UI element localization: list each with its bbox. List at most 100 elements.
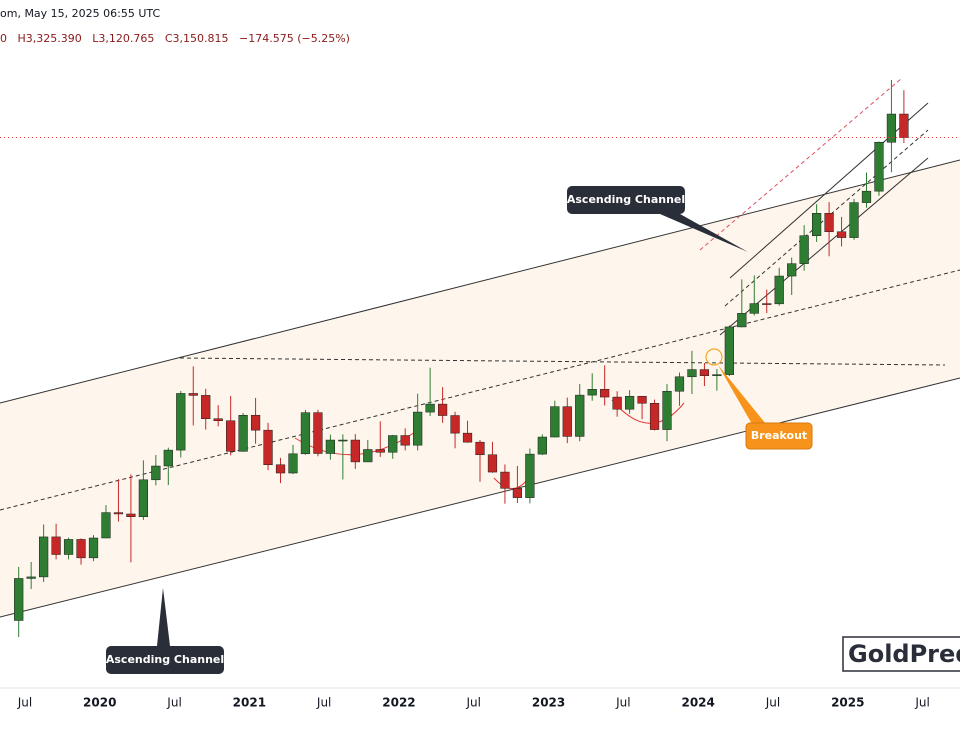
x-tick-label: 2023 [532, 696, 565, 710]
x-tick-label: 2024 [681, 696, 714, 710]
candle-body [849, 202, 859, 238]
candle-body [674, 376, 685, 392]
candle-body [487, 454, 498, 473]
candle-body [313, 412, 323, 454]
candles [0, 79, 960, 638]
candle-body [413, 411, 423, 446]
candle-body [363, 449, 373, 463]
candle-body [288, 453, 298, 474]
candle-body [275, 464, 286, 474]
candle-body [113, 512, 124, 515]
candle-body [637, 395, 647, 404]
callout-box [106, 646, 224, 674]
annotation: Ascending Channel [567, 193, 685, 206]
resistance-line [179, 357, 946, 366]
candle-body [537, 436, 547, 455]
candle-body [662, 390, 672, 430]
candle-body [250, 414, 261, 431]
candle-body [201, 395, 211, 419]
candle-body [151, 465, 161, 481]
candle-body [774, 275, 784, 305]
callout-box [745, 422, 813, 450]
x-tick-label: Jul [615, 696, 630, 710]
x-tick-label: Jul [17, 696, 32, 710]
candle-body [836, 231, 847, 238]
candle-body [512, 488, 523, 498]
candle-body [176, 393, 186, 451]
candle-body [624, 395, 635, 410]
candle-body [51, 536, 61, 555]
x-tick-label: Jul [765, 696, 780, 710]
candle-body [462, 432, 473, 443]
x-tick-label: Jul [166, 696, 181, 710]
candle-body [325, 439, 336, 454]
callout-pointer [718, 365, 766, 424]
candle-body [525, 453, 535, 498]
candle-body [14, 578, 24, 621]
candle-body [400, 435, 410, 446]
channel-lower [0, 377, 960, 618]
channel-fill [0, 160, 960, 617]
watermark-box [842, 636, 960, 672]
x-tick-label: 2021 [233, 696, 266, 710]
callout-box [567, 186, 685, 214]
candle-body [188, 393, 198, 396]
candle-body [861, 190, 872, 203]
candle-body [300, 412, 311, 455]
candle-body [687, 369, 697, 378]
candle-body [600, 389, 610, 398]
candle-body [388, 435, 398, 453]
x-tick-label: Jul [316, 696, 331, 710]
x-tick-label: 2025 [831, 696, 864, 710]
candle-body [475, 441, 485, 455]
x-tick-label: 2022 [382, 696, 415, 710]
callout-pointer [660, 214, 748, 252]
candle-body [163, 449, 173, 467]
candle-body [575, 394, 585, 437]
candle-body [375, 449, 385, 453]
candle-body [824, 213, 834, 233]
candle-body [886, 113, 897, 143]
candle-body [612, 396, 622, 410]
arc [493, 477, 528, 489]
candle-body [587, 389, 597, 396]
candle-body [76, 539, 86, 559]
candle-body [437, 403, 448, 416]
candle-body [338, 439, 348, 442]
watermark: GoldPredic [848, 640, 960, 668]
red-trend-line [699, 77, 903, 251]
candle-body [63, 539, 74, 555]
breakout-circle [705, 348, 723, 366]
candle-body [238, 414, 248, 452]
x-tick-label: Jul [466, 696, 481, 710]
x-tick-label: 2020 [83, 696, 116, 710]
candle-body [737, 313, 747, 328]
candle-body [787, 263, 797, 277]
candle-body [649, 402, 660, 430]
candle-body [39, 536, 49, 578]
candle-body [899, 113, 909, 138]
candle-body [749, 303, 759, 314]
chart-title: om, May 15, 2025 06:55 UTC [0, 7, 160, 20]
candle-body [450, 415, 460, 434]
candle-body [712, 374, 722, 376]
candle-body [213, 418, 223, 422]
candle-body [350, 439, 360, 463]
candle-body [138, 479, 148, 517]
annotation: Breakout [751, 429, 807, 442]
candle-body [762, 303, 772, 305]
candle-body [126, 513, 136, 517]
candle-body [874, 141, 884, 192]
candle-body [263, 429, 273, 466]
callout-pointer [157, 588, 170, 646]
candle-body [500, 471, 510, 489]
candle-body [699, 369, 710, 376]
candle-body [226, 420, 236, 452]
x-tick-label: Jul [914, 696, 929, 710]
annotation: Ascending Channel [106, 653, 224, 666]
channel-upper [0, 159, 960, 404]
candle-body [799, 235, 809, 264]
candle-body [425, 403, 435, 413]
